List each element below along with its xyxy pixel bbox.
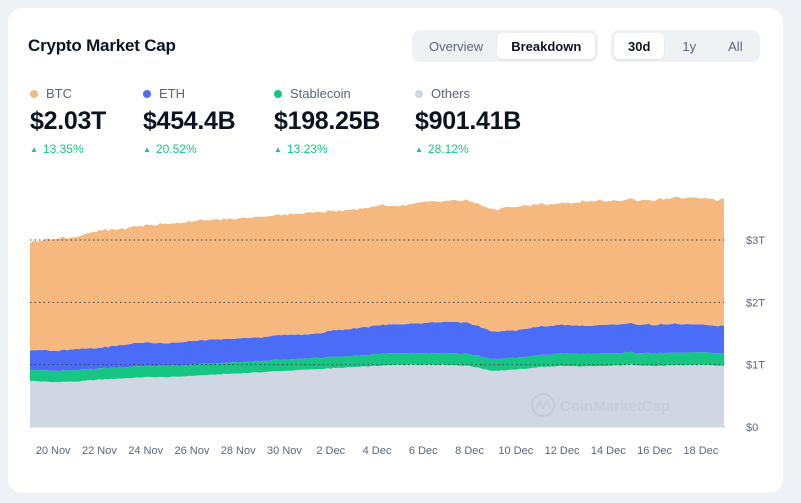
x-tick-label: 14 Dec	[591, 445, 626, 457]
x-tick-label: 28 Nov	[221, 445, 256, 457]
caret-up-icon: ▲	[415, 144, 423, 154]
tab-breakdown[interactable]: Breakdown	[497, 33, 596, 59]
caret-up-icon: ▲	[30, 144, 38, 154]
area-eth	[30, 321, 724, 372]
x-tick-label: 16 Dec	[637, 445, 672, 457]
stat-others: Others $901.41B ▲ 28.12%	[415, 86, 521, 156]
stacked-area-chart: $0 $1T $2T $3T 20 Nov 22 Nov 24 Nov 26 Nov 28 No…	[30, 196, 765, 457]
stablecoin-legend-dot	[274, 89, 282, 98]
stat-eth-label: ETH	[159, 86, 185, 101]
y-tick-label: $2T	[746, 297, 765, 309]
stat-eth: ETH $454.4B ▲ 20.52%	[143, 86, 236, 156]
x-tick-label: 2 Dec	[316, 445, 345, 457]
x-tick-label: 6 Dec	[409, 445, 438, 457]
area-btc	[30, 196, 724, 352]
tab-overview[interactable]: Overview	[429, 38, 484, 54]
stat-stablecoin-label: Stablecoin	[290, 86, 351, 101]
range-toggle: 30d 1y All	[611, 30, 760, 62]
stat-btc-value: $2.03T	[30, 107, 107, 135]
stat-btc-label: BTC	[46, 86, 72, 101]
caret-up-icon: ▲	[274, 144, 282, 154]
x-tick-label: 12 Dec	[545, 445, 580, 457]
area-stablecoin	[30, 351, 724, 383]
y-tick-label: $3T	[746, 235, 765, 247]
page-title: Crypto Market Cap	[28, 36, 176, 55]
caret-up-icon: ▲	[143, 144, 151, 154]
market-cap-card: Crypto Market Cap Overview Breakdown 30d…	[8, 8, 783, 493]
x-tick-label: 22 Nov	[82, 445, 117, 457]
stat-btc-change: 13.35%	[42, 142, 84, 156]
watermark-text: CoinMarketCap	[560, 398, 670, 415]
x-tick-label: 20 Nov	[36, 445, 71, 457]
stat-stablecoin-change: 13.23%	[286, 142, 328, 156]
others-legend-dot	[415, 89, 423, 98]
stat-btc: BTC $2.03T ▲ 13.35%	[30, 86, 106, 156]
y-tick-label: $1T	[746, 360, 765, 372]
stat-others-value: $901.41B	[415, 107, 522, 135]
y-tick-label: $0	[746, 422, 758, 434]
x-tick-label: 18 Dec	[683, 445, 718, 457]
btc-legend-dot	[30, 89, 38, 98]
stat-eth-value: $454.4B	[143, 107, 236, 135]
x-tick-label: 30 Nov	[267, 445, 302, 457]
stat-others-change: 28.12%	[427, 142, 469, 156]
stat-stablecoin-value: $198.25B	[274, 107, 381, 135]
range-1y[interactable]: 1y	[682, 38, 697, 54]
x-tick-label: 4 Dec	[363, 445, 392, 457]
range-30d[interactable]: 30d	[614, 33, 665, 59]
stat-others-label: Others	[431, 86, 471, 101]
stat-stablecoin: Stablecoin $198.25B ▲ 13.23%	[274, 86, 380, 156]
coinmarketcap-logo-icon	[531, 393, 555, 417]
area-others	[30, 364, 724, 427]
x-tick-label: 10 Dec	[498, 445, 533, 457]
x-tick-label: 26 Nov	[175, 445, 210, 457]
range-all[interactable]: All	[728, 38, 743, 54]
x-tick-label: 24 Nov	[128, 445, 163, 457]
eth-legend-dot	[143, 89, 151, 98]
view-toggle: Overview Breakdown	[412, 30, 599, 62]
x-tick-label: 8 Dec	[455, 445, 484, 457]
stat-eth-change: 20.52%	[155, 142, 197, 156]
